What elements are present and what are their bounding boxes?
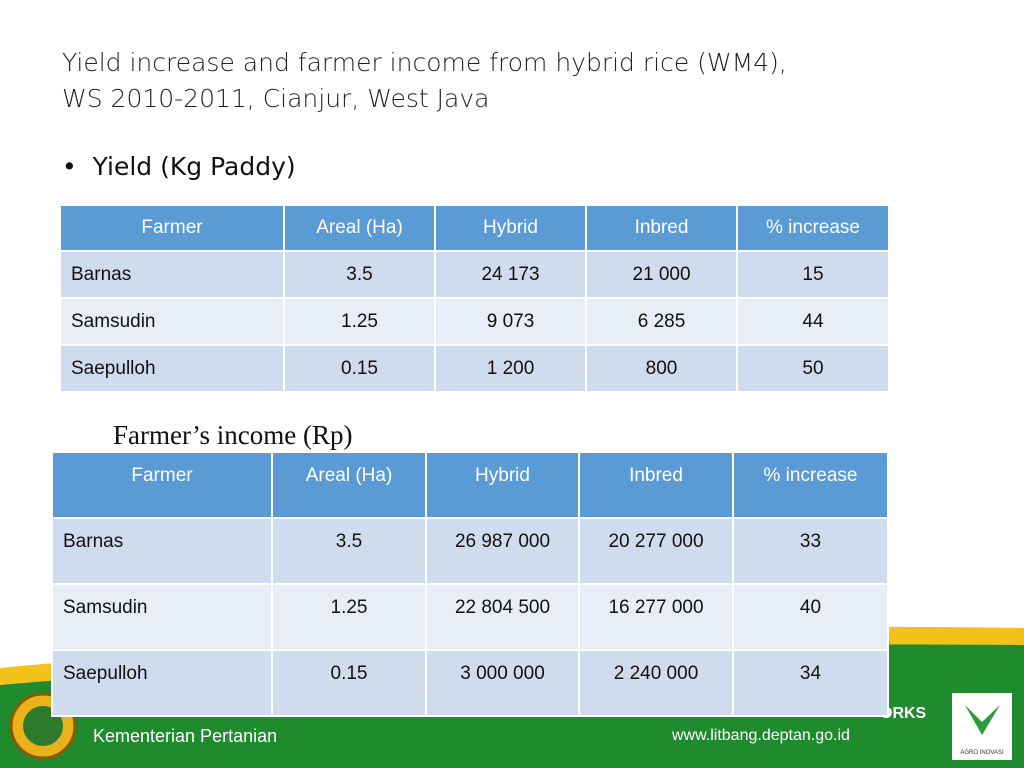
header-cell: Inbred [585, 204, 738, 252]
cell: 2 240 000 [578, 649, 734, 717]
cell: Samsudin [51, 583, 273, 651]
cell: 50 [736, 344, 890, 393]
yield-table: Farmer Areal (Ha) Hybrid Inbred% increase Ba… [59, 204, 890, 393]
row: Barnas 3.5 26 987 000 20 277 000 33 [51, 517, 889, 585]
cell: 34 [732, 649, 889, 717]
url: www.litbang.deptan.go.id [671, 727, 850, 744]
header-cell: Farmer [51, 451, 273, 519]
partial-text: ORKS [880, 705, 927, 722]
ministry-name: Kementerian Pertanian [93, 726, 277, 746]
cell: 3.5 [271, 517, 427, 585]
ministry-logo-inner [23, 706, 63, 746]
header-row: Farmer Areal (Ha) Hybrid Inbred% increase [51, 451, 889, 519]
cell: 1 200 [434, 344, 587, 393]
cell: Barnas [51, 517, 273, 585]
cell: 22 804 500 [425, 583, 580, 651]
cell: 24 173 [434, 250, 587, 299]
cell: 3 000 000 [425, 649, 580, 717]
header-cell: Hybrid [434, 204, 587, 252]
cell: 33 [732, 517, 889, 585]
cell: 9 073 [434, 297, 587, 346]
title-line: WS 2010-2011, Cianjur, West Java [62, 84, 490, 113]
cell: Saepulloh [59, 344, 285, 393]
cell: 44 [736, 297, 890, 346]
agro-logo-mark [965, 705, 1000, 735]
row: Samsudin 1.25 22 804 500 16 277 000 40 [51, 583, 889, 651]
header-cell: % increase [732, 451, 889, 519]
row: Barnas 3.5 24 173 21 000 15 [59, 250, 890, 299]
cell: 26 987 000 [425, 517, 580, 585]
header-cell: Inbred [578, 451, 734, 519]
cell: 16 277 000 [578, 583, 734, 651]
income-table: Farmer Areal (Ha) Hybrid Inbred% increase Ba… [51, 451, 889, 717]
cell: 1.25 [271, 583, 427, 651]
header-cell: Areal (Ha) [271, 451, 427, 519]
cell: 6 285 [585, 297, 738, 346]
header-cell: % increase [736, 204, 890, 252]
cell: 21 000 [585, 250, 738, 299]
header-cell: Areal (Ha) [283, 204, 436, 252]
header-cell: Hybrid [425, 451, 580, 519]
row: Saepulloh 0.15 1 200 800 50 [59, 344, 890, 393]
bullet-text: Yield (Kg Paddy) [92, 152, 296, 181]
cell: 3.5 [283, 250, 436, 299]
cell: Samsudin [59, 297, 285, 346]
cell: Saepulloh [51, 649, 273, 717]
cell: 0.15 [283, 344, 436, 393]
title-line: Yield increase and farmer income from hy… [62, 48, 787, 77]
cell: 15 [736, 250, 890, 299]
cell: 1.25 [283, 297, 436, 346]
cell: 40 [732, 583, 889, 651]
cell: Barnas [59, 250, 285, 299]
agro-logo-text: AGRO INOVASI [960, 750, 1004, 756]
row: Samsudin 1.25 9 073 6 285 44 [59, 297, 890, 346]
header-cell: Farmer [59, 204, 285, 252]
row: Saepulloh 0.15 3 000 000 2 240 000 34 [51, 649, 889, 717]
cell: 0.15 [271, 649, 427, 717]
header-row: Farmer Areal (Ha) Hybrid Inbred% increase [59, 204, 890, 252]
income-heading: Farmer’s income (Rp) [113, 420, 353, 450]
cell: 20 277 000 [578, 517, 734, 585]
cell: 800 [585, 344, 738, 393]
bullet: • Yield (Kg Paddy) [62, 152, 296, 181]
